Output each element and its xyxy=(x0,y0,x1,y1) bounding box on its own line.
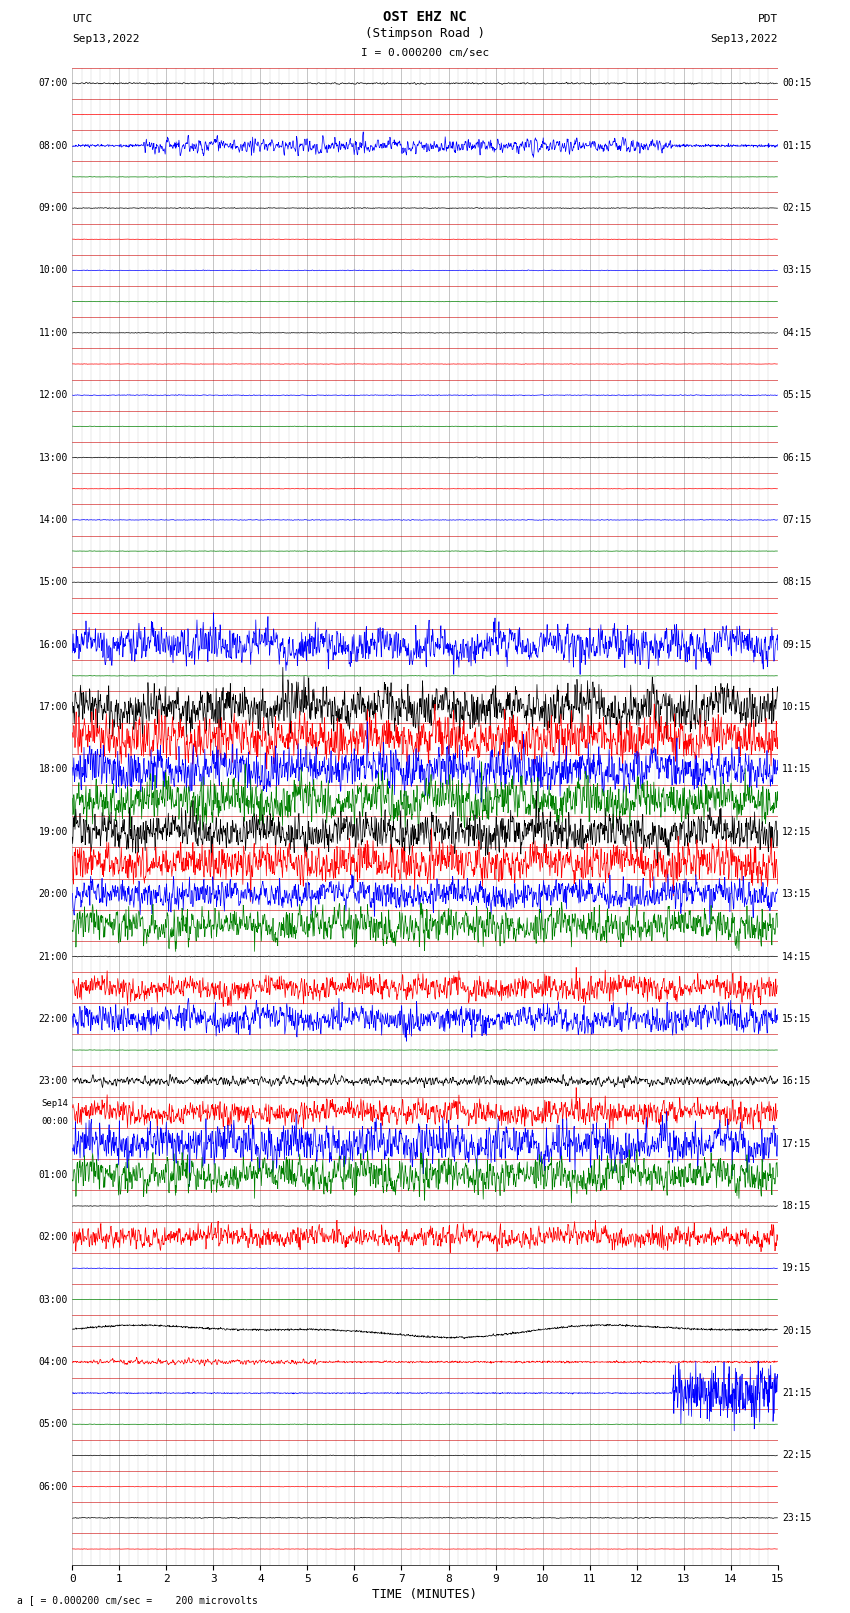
Text: 05:15: 05:15 xyxy=(782,390,812,400)
Text: 03:00: 03:00 xyxy=(38,1295,68,1305)
Text: 05:00: 05:00 xyxy=(38,1419,68,1429)
Text: 04:00: 04:00 xyxy=(38,1357,68,1366)
Text: 10:15: 10:15 xyxy=(782,702,812,711)
Text: 12:00: 12:00 xyxy=(38,390,68,400)
Text: 22:15: 22:15 xyxy=(782,1450,812,1460)
Text: 02:00: 02:00 xyxy=(38,1232,68,1242)
Text: 18:15: 18:15 xyxy=(782,1202,812,1211)
Text: 23:15: 23:15 xyxy=(782,1513,812,1523)
Text: 15:00: 15:00 xyxy=(38,577,68,587)
Text: (Stimpson Road ): (Stimpson Road ) xyxy=(365,27,485,40)
Text: 08:00: 08:00 xyxy=(38,140,68,150)
Text: 19:15: 19:15 xyxy=(782,1263,812,1273)
Text: 14:15: 14:15 xyxy=(782,952,812,961)
Text: 06:15: 06:15 xyxy=(782,453,812,463)
Text: Sep13,2022: Sep13,2022 xyxy=(72,34,139,44)
Text: 16:00: 16:00 xyxy=(38,640,68,650)
Text: 13:00: 13:00 xyxy=(38,453,68,463)
Text: 22:00: 22:00 xyxy=(38,1015,68,1024)
Text: 11:00: 11:00 xyxy=(38,327,68,337)
Text: 19:00: 19:00 xyxy=(38,827,68,837)
Text: PDT: PDT xyxy=(757,15,778,24)
X-axis label: TIME (MINUTES): TIME (MINUTES) xyxy=(372,1589,478,1602)
Text: a [ = 0.000200 cm/sec =    200 microvolts: a [ = 0.000200 cm/sec = 200 microvolts xyxy=(17,1595,258,1605)
Text: 01:15: 01:15 xyxy=(782,140,812,150)
Text: 00:00: 00:00 xyxy=(41,1118,68,1126)
Text: Sep13,2022: Sep13,2022 xyxy=(711,34,778,44)
Text: 09:00: 09:00 xyxy=(38,203,68,213)
Text: 13:15: 13:15 xyxy=(782,889,812,898)
Text: 12:15: 12:15 xyxy=(782,827,812,837)
Text: I = 0.000200 cm/sec: I = 0.000200 cm/sec xyxy=(361,48,489,58)
Text: Sep14: Sep14 xyxy=(41,1098,68,1108)
Text: 21:15: 21:15 xyxy=(782,1389,812,1398)
Text: 21:00: 21:00 xyxy=(38,952,68,961)
Text: 06:00: 06:00 xyxy=(38,1482,68,1492)
Text: 01:00: 01:00 xyxy=(38,1169,68,1179)
Text: 04:15: 04:15 xyxy=(782,327,812,337)
Text: 16:15: 16:15 xyxy=(782,1076,812,1086)
Text: 07:15: 07:15 xyxy=(782,515,812,524)
Text: OST EHZ NC: OST EHZ NC xyxy=(383,10,467,24)
Text: 10:00: 10:00 xyxy=(38,266,68,276)
Text: 09:15: 09:15 xyxy=(782,640,812,650)
Text: 18:00: 18:00 xyxy=(38,765,68,774)
Text: 20:00: 20:00 xyxy=(38,889,68,898)
Text: 20:15: 20:15 xyxy=(782,1326,812,1336)
Text: 03:15: 03:15 xyxy=(782,266,812,276)
Text: 15:15: 15:15 xyxy=(782,1015,812,1024)
Text: 17:15: 17:15 xyxy=(782,1139,812,1148)
Text: UTC: UTC xyxy=(72,15,93,24)
Text: 08:15: 08:15 xyxy=(782,577,812,587)
Text: 07:00: 07:00 xyxy=(38,79,68,89)
Text: 11:15: 11:15 xyxy=(782,765,812,774)
Text: 00:15: 00:15 xyxy=(782,79,812,89)
Text: 23:00: 23:00 xyxy=(38,1076,68,1086)
Text: 17:00: 17:00 xyxy=(38,702,68,711)
Text: 14:00: 14:00 xyxy=(38,515,68,524)
Text: 02:15: 02:15 xyxy=(782,203,812,213)
